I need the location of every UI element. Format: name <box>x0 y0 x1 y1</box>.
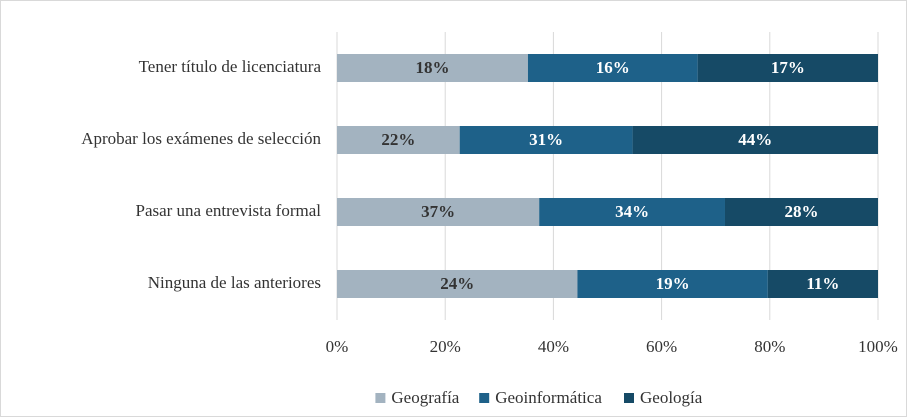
legend-label: Geoinformática <box>495 388 602 407</box>
x-tick-label: 20% <box>430 337 461 356</box>
y-tick-label: Pasar una entrevista formal <box>135 201 321 220</box>
x-tick-label: 60% <box>646 337 677 356</box>
legend-swatch <box>479 393 490 403</box>
y-tick-label: Tener título de licenciatura <box>139 57 322 76</box>
legend-swatch <box>624 393 634 403</box>
bar-segment <box>527 54 698 82</box>
x-tick-label: 80% <box>754 337 785 356</box>
bar-segment <box>337 270 578 298</box>
data-label: 31% <box>529 130 563 149</box>
bar-segment <box>767 270 878 298</box>
data-label: 22% <box>381 130 415 149</box>
bar-segment <box>632 126 878 154</box>
x-tick-label: 0% <box>326 337 349 356</box>
bar-segment <box>539 198 725 226</box>
bar-segment <box>337 198 540 226</box>
data-label: 16% <box>596 58 630 77</box>
bar-segment <box>337 126 460 154</box>
bar-segment <box>697 54 878 82</box>
y-tick-label: Ninguna de las anteriores <box>148 273 321 292</box>
x-tick-label: 40% <box>538 337 569 356</box>
data-label: 18% <box>415 58 449 77</box>
data-label: 34% <box>615 202 649 221</box>
bar-segment <box>459 126 633 154</box>
legend-label: Geografía <box>391 388 459 407</box>
bar-segment <box>724 198 878 226</box>
x-tick-label: 100% <box>858 337 898 356</box>
legend-swatch <box>375 393 386 403</box>
data-label: 11% <box>806 274 839 293</box>
data-label: 24% <box>440 274 474 293</box>
data-label: 37% <box>421 202 455 221</box>
legend-label: Geología <box>640 388 703 407</box>
data-label: 28% <box>784 202 818 221</box>
data-label: 17% <box>771 58 805 77</box>
bar-segment <box>577 270 768 298</box>
data-label: 19% <box>656 274 690 293</box>
y-tick-label: Aprobar los exámenes de selección <box>81 129 321 148</box>
data-label: 44% <box>738 130 772 149</box>
bar-segment <box>337 54 528 82</box>
